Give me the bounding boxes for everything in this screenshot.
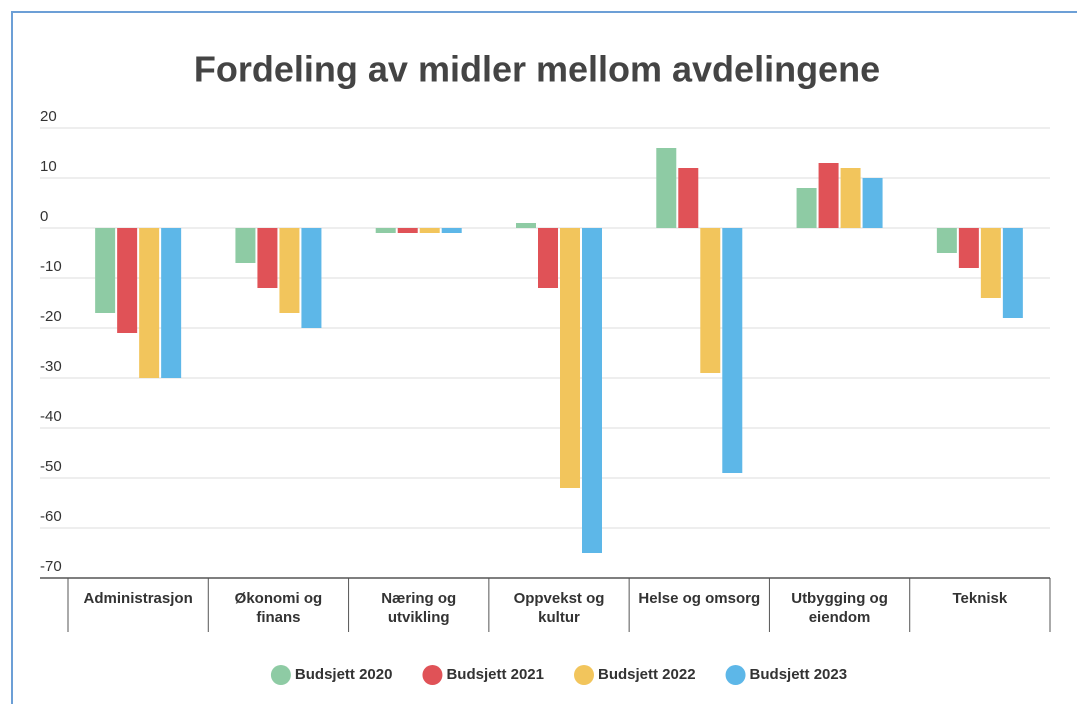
- y-tick-label: -50: [40, 458, 62, 475]
- frame: [11, 11, 1077, 704]
- x-tick-label: Teknisk: [952, 590, 1007, 607]
- legend-swatch: [574, 665, 594, 685]
- bar: [656, 148, 677, 228]
- bar: [279, 228, 300, 313]
- legend-swatch: [422, 665, 443, 685]
- chart-title: Fordeling av midler mellom avdelingene: [194, 49, 880, 90]
- bar: [936, 228, 957, 253]
- legend-item: Budsjett 2023: [725, 665, 848, 685]
- bar: [301, 228, 322, 328]
- bar: [840, 168, 861, 228]
- bar: [700, 228, 721, 373]
- bar: [980, 228, 1001, 298]
- bar: [161, 228, 182, 378]
- bar: [516, 223, 536, 228]
- bar: [582, 228, 602, 553]
- x-tick-label: Næring og utvikling: [381, 590, 456, 626]
- bar: [397, 228, 418, 233]
- bar: [441, 228, 462, 233]
- y-tick-label: -20: [40, 308, 62, 325]
- legend-swatch: [270, 665, 291, 685]
- x-tick-label: Administrasjon: [84, 590, 193, 607]
- x-tick-label: Utbygging og eiendom: [791, 590, 888, 626]
- y-tick-label: -70: [40, 558, 62, 575]
- bar: [722, 228, 743, 473]
- legend-label: Budsjett 2023: [750, 666, 848, 683]
- bar: [235, 228, 256, 263]
- bar: [95, 228, 116, 313]
- legend-item: Budsjett 2022: [574, 665, 696, 685]
- y-tick-label: -30: [40, 358, 62, 375]
- x-tick-label: Oppvekst og kultur: [514, 590, 605, 626]
- bar: [419, 228, 440, 233]
- bar: [862, 178, 883, 228]
- x-tick-label: Økonomi og finans: [235, 590, 323, 626]
- legend-label: Budsjett 2022: [598, 666, 696, 683]
- x-tick-label: Helse og omsorg: [638, 590, 760, 607]
- bar: [117, 228, 138, 333]
- bar: [796, 188, 817, 228]
- y-tick-label: -60: [40, 508, 62, 525]
- y-tick-label: -40: [40, 408, 62, 425]
- legend-item: Budsjett 2021: [422, 665, 544, 685]
- bar: [538, 228, 558, 288]
- bar: [678, 168, 699, 228]
- bar: [1002, 228, 1023, 318]
- y-tick-label: 0: [40, 208, 48, 225]
- bar: [958, 228, 979, 268]
- legend-label: Budsjett 2020: [295, 666, 393, 683]
- y-tick-label: 20: [40, 108, 57, 125]
- bar: [257, 228, 278, 288]
- bar: [560, 228, 580, 488]
- bar: [375, 228, 396, 233]
- legend-swatch: [725, 665, 746, 685]
- legend-label: Budsjett 2021: [446, 666, 544, 683]
- bar: [139, 228, 160, 378]
- y-tick-label: 10: [40, 158, 57, 175]
- y-tick-label: -10: [40, 258, 62, 275]
- legend-item: Budsjett 2020: [270, 665, 393, 685]
- bar: [818, 163, 839, 228]
